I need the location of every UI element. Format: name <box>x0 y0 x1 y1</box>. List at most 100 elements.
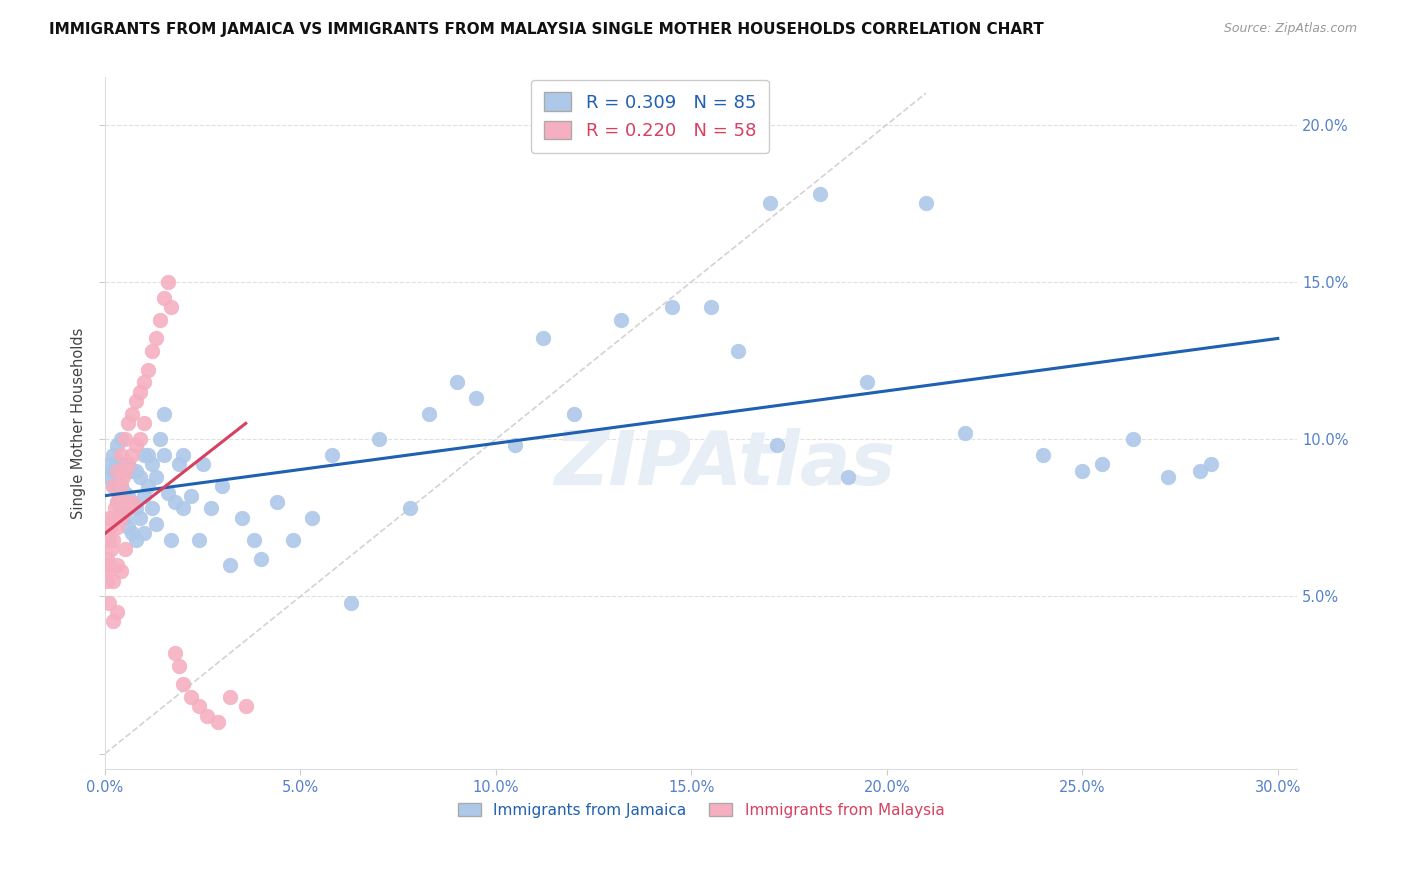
Point <box>101 479 124 493</box>
Point <box>200 501 222 516</box>
Point <box>149 312 172 326</box>
Point <box>700 300 723 314</box>
Point <box>207 715 229 730</box>
Point <box>97 457 120 471</box>
Point <box>97 564 120 578</box>
Point <box>132 448 155 462</box>
Point <box>145 470 167 484</box>
Point <box>661 300 683 314</box>
Point <box>97 470 120 484</box>
Point <box>231 510 253 524</box>
Point <box>399 501 422 516</box>
Point <box>1071 464 1094 478</box>
Point <box>117 501 139 516</box>
Point <box>160 533 183 547</box>
Point <box>136 448 159 462</box>
Point <box>105 476 128 491</box>
Point <box>219 690 242 704</box>
Point <box>101 510 124 524</box>
Point <box>110 510 132 524</box>
Point <box>110 448 132 462</box>
Point <box>152 407 174 421</box>
Point <box>98 520 121 534</box>
Point <box>104 501 127 516</box>
Text: IMMIGRANTS FROM JAMAICA VS IMMIGRANTS FROM MALAYSIA SINGLE MOTHER HOUSEHOLDS COR: IMMIGRANTS FROM JAMAICA VS IMMIGRANTS FR… <box>49 22 1045 37</box>
Point <box>114 510 136 524</box>
Point <box>101 479 124 493</box>
Point <box>321 448 343 462</box>
Point <box>101 615 124 629</box>
Point <box>114 432 136 446</box>
Point <box>301 510 323 524</box>
Point <box>97 533 120 547</box>
Point <box>169 457 191 471</box>
Point <box>125 438 148 452</box>
Point <box>180 489 202 503</box>
Point <box>114 485 136 500</box>
Point <box>121 526 143 541</box>
Point <box>141 344 163 359</box>
Point <box>1122 432 1144 446</box>
Point <box>136 363 159 377</box>
Point <box>1201 457 1223 471</box>
Point <box>105 457 128 471</box>
Point <box>465 391 488 405</box>
Point <box>156 275 179 289</box>
Y-axis label: Single Mother Households: Single Mother Households <box>72 327 86 519</box>
Point <box>187 699 209 714</box>
Point <box>132 489 155 503</box>
Text: ZIPAtlas: ZIPAtlas <box>554 428 896 501</box>
Point <box>110 564 132 578</box>
Point <box>121 407 143 421</box>
Point <box>125 394 148 409</box>
Point <box>129 384 152 399</box>
Point <box>766 438 789 452</box>
Point <box>101 448 124 462</box>
Point <box>242 533 264 547</box>
Point <box>101 464 124 478</box>
Point <box>505 438 527 452</box>
Point <box>281 533 304 547</box>
Point <box>117 489 139 503</box>
Point <box>1032 448 1054 462</box>
Point <box>132 417 155 431</box>
Point <box>531 331 554 345</box>
Point <box>121 495 143 509</box>
Point <box>101 574 124 588</box>
Point <box>132 376 155 390</box>
Point <box>250 551 273 566</box>
Point <box>110 479 132 493</box>
Point <box>152 448 174 462</box>
Point <box>125 501 148 516</box>
Point <box>129 510 152 524</box>
Point <box>132 526 155 541</box>
Point <box>117 520 139 534</box>
Point <box>187 533 209 547</box>
Point <box>100 542 122 557</box>
Point <box>141 457 163 471</box>
Point <box>165 646 187 660</box>
Point <box>172 448 194 462</box>
Point <box>96 551 118 566</box>
Point <box>107 489 129 503</box>
Point <box>121 448 143 462</box>
Point <box>1157 470 1180 484</box>
Point <box>180 690 202 704</box>
Point <box>105 464 128 478</box>
Point <box>117 457 139 471</box>
Point <box>97 510 120 524</box>
Point <box>129 470 152 484</box>
Point <box>169 658 191 673</box>
Point <box>105 495 128 509</box>
Point <box>953 425 976 440</box>
Point <box>1091 457 1114 471</box>
Point <box>114 542 136 557</box>
Point <box>129 432 152 446</box>
Point <box>141 501 163 516</box>
Point <box>125 533 148 547</box>
Point <box>105 605 128 619</box>
Point <box>367 432 389 446</box>
Point <box>117 457 139 471</box>
Point <box>856 376 879 390</box>
Point <box>156 485 179 500</box>
